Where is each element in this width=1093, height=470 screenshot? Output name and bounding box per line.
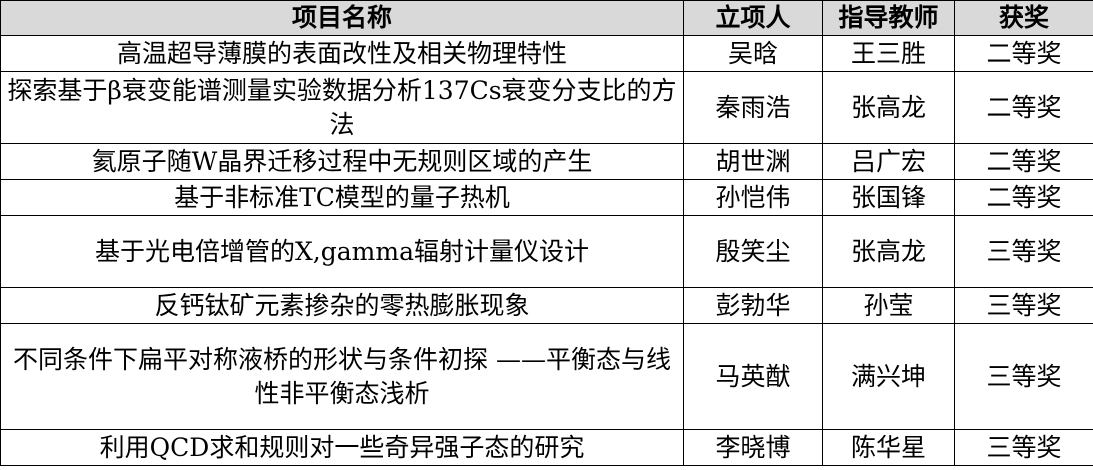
- table-row: 基于光电倍增管的X,gamma辐射计量仪设计 殷笑尘 张高龙 三等奖: [0, 215, 1093, 288]
- table-cell: 秦雨浩: [683, 71, 823, 144]
- table-cell: 二等奖: [954, 35, 1093, 72]
- table-cell: 吕广宏: [822, 143, 955, 180]
- table-cell: 张高龙: [822, 215, 955, 288]
- table-cell: 三等奖: [954, 429, 1093, 466]
- table-cell: 满兴坤: [822, 323, 955, 430]
- column-header: 立项人: [683, 0, 823, 36]
- table-cell: 基于光电倍增管的X,gamma辐射计量仪设计: [0, 215, 684, 288]
- column-header: 获奖: [954, 0, 1093, 36]
- column-header: 指导教师: [822, 0, 955, 36]
- table-row: 氦原子随W晶界迁移过程中无规则区域的产生 胡世渊 吕广宏 二等奖: [0, 143, 1093, 180]
- table-cell: 不同条件下扁平对称液桥的形状与条件初探 ——平衡态与线性非平衡态浅析: [0, 323, 684, 430]
- table-cell: 二等奖: [954, 143, 1093, 180]
- table-cell: 张高龙: [822, 71, 955, 144]
- header-row: 项目名称 立项人 指导教师 获奖: [0, 0, 1093, 36]
- table-cell: 彭勃华: [683, 287, 823, 324]
- table-cell: 李晓博: [683, 429, 823, 466]
- table-cell: 反钙钛矿元素掺杂的零热膨胀现象: [0, 287, 684, 324]
- table-row: 基于非标准TC模型的量子热机 孙恺伟 张国锋 二等奖: [0, 179, 1093, 216]
- column-header: 项目名称: [0, 0, 684, 36]
- table-cell: 孙莹: [822, 287, 955, 324]
- table-cell: 吴晗: [683, 35, 823, 72]
- table-cell: 三等奖: [954, 323, 1093, 430]
- table-cell: 三等奖: [954, 215, 1093, 288]
- table-cell: 氦原子随W晶界迁移过程中无规则区域的产生: [0, 143, 684, 180]
- table-cell: 三等奖: [954, 287, 1093, 324]
- table-cell: 陈华星: [822, 429, 955, 466]
- table-cell: 高温超导薄膜的表面改性及相关物理特性: [0, 35, 684, 72]
- table-cell: 孙恺伟: [683, 179, 823, 216]
- table-cell: 胡世渊: [683, 143, 823, 180]
- table-cell: 二等奖: [954, 179, 1093, 216]
- table-row: 利用QCD求和规则对一些奇异强子态的研究 李晓博 陈华星 三等奖: [0, 429, 1093, 466]
- table-cell: 二等奖: [954, 71, 1093, 144]
- table-cell: 基于非标准TC模型的量子热机: [0, 179, 684, 216]
- table-row: 探索基于β衰变能谱测量实验数据分析137Cs衰变分支比的方法 秦雨浩 张高龙 二等奖: [0, 71, 1093, 144]
- table-cell: 利用QCD求和规则对一些奇异强子态的研究: [0, 429, 684, 466]
- table-cell: 张国锋: [822, 179, 955, 216]
- table-row: 不同条件下扁平对称液桥的形状与条件初探 ——平衡态与线性非平衡态浅析 马英猷 满兴坤…: [0, 323, 1093, 430]
- table-cell: 王三胜: [822, 35, 955, 72]
- table-row: 高温超导薄膜的表面改性及相关物理特性 吴晗 王三胜 二等奖: [0, 35, 1093, 72]
- table-body: 高温超导薄膜的表面改性及相关物理特性 吴晗 王三胜 二等奖 探索基于β衰变能谱测量实验数…: [0, 35, 1093, 466]
- table-cell: 殷笑尘: [683, 215, 823, 288]
- table-cell: 马英猷: [683, 323, 823, 430]
- table-row: 反钙钛矿元素掺杂的零热膨胀现象 彭勃华 孙莹 三等奖: [0, 287, 1093, 324]
- table-cell: 探索基于β衰变能谱测量实验数据分析137Cs衰变分支比的方法: [0, 71, 684, 144]
